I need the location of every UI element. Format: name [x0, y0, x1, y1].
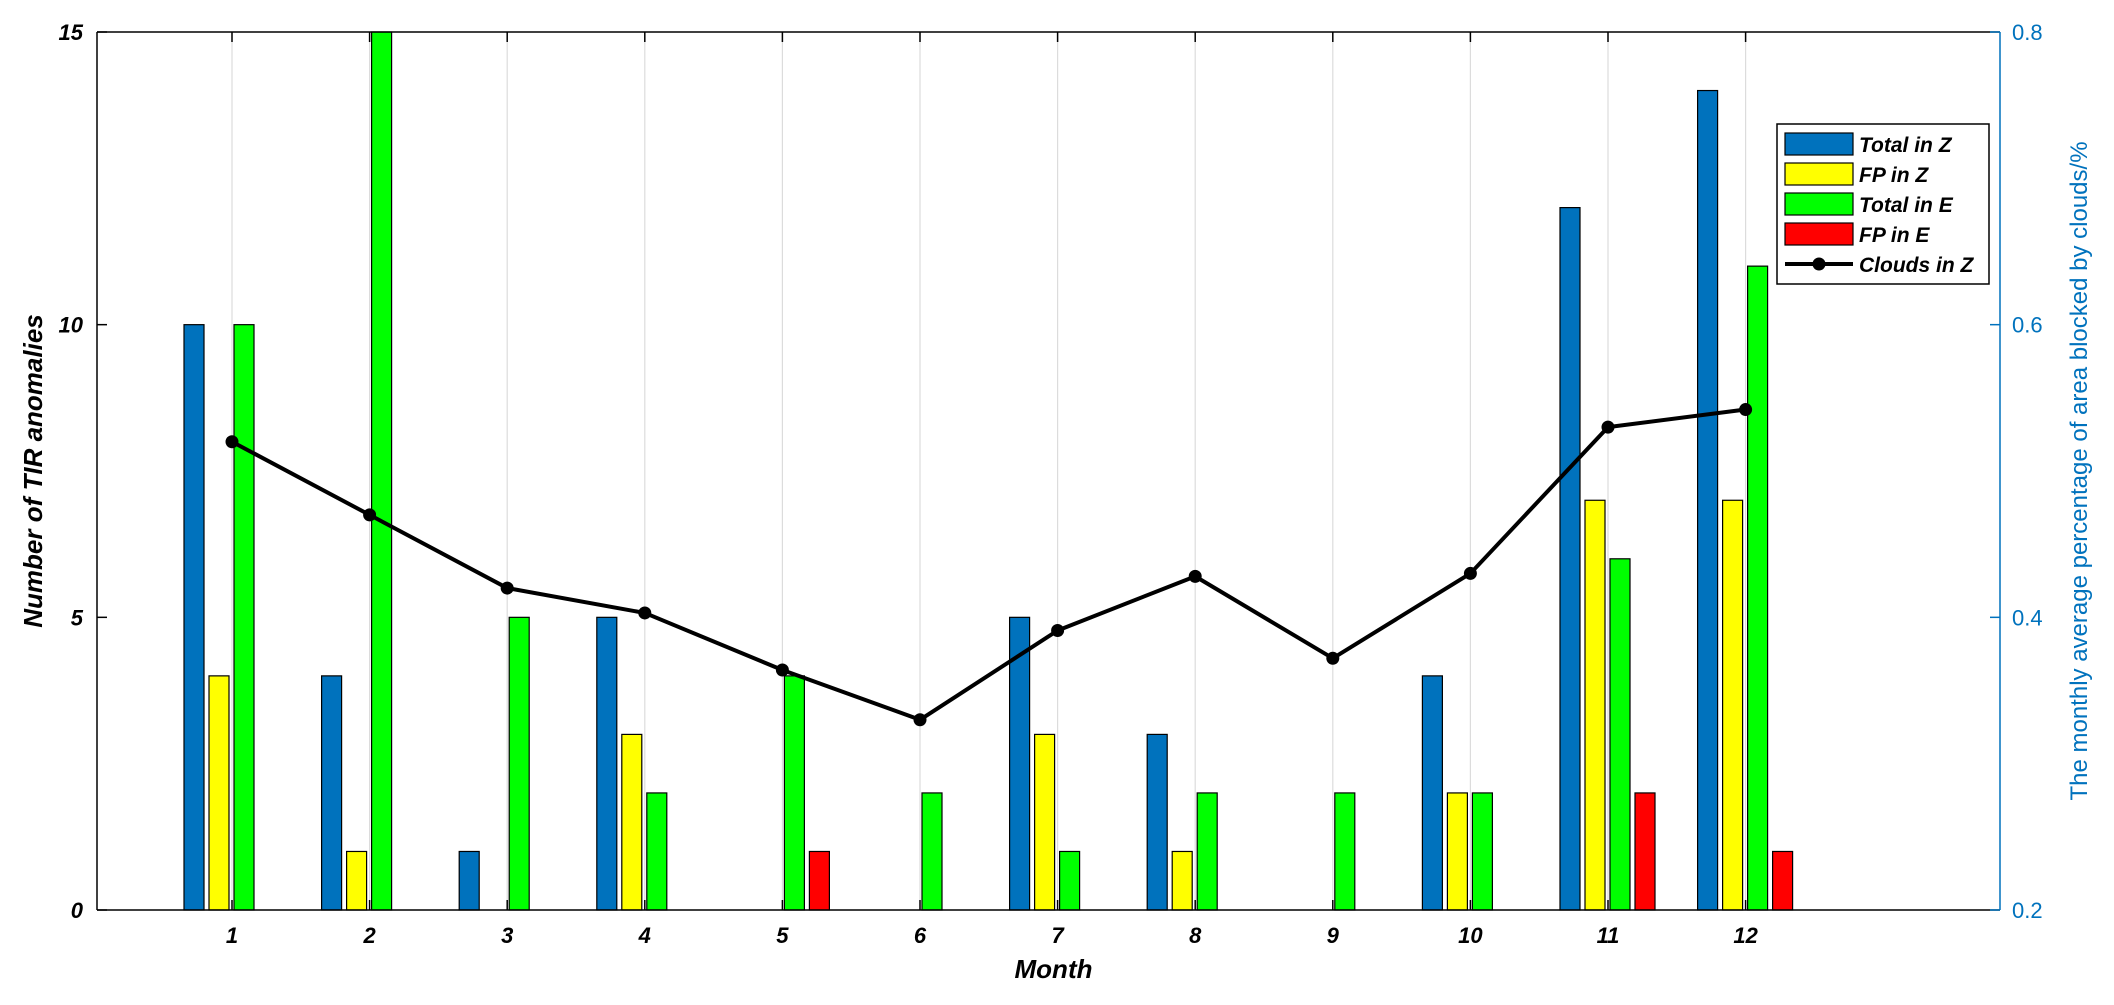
cloud-point: [913, 713, 927, 727]
x-tick-label: 10: [1458, 923, 1483, 948]
bar-fp-in-z: [1033, 733, 1056, 911]
legend-swatch: [1784, 222, 1854, 246]
bar-fp-in-z: [1721, 499, 1744, 911]
y-tick-label: 10: [59, 313, 84, 338]
cloud-point: [1463, 566, 1477, 580]
bar-fp-in-e: [808, 850, 831, 911]
legend-label: Total in Z: [1859, 134, 1953, 157]
cloud-point: [225, 435, 239, 449]
legend-swatch: [1784, 162, 1854, 186]
cloud-point: [1601, 420, 1615, 434]
y2-axis-title: The monthly average percentage of area b…: [2066, 141, 2093, 800]
bars: [183, 31, 1794, 911]
bar-total-in-e: [1471, 792, 1494, 911]
legend-label: FP in E: [1859, 224, 1930, 247]
bar-fp-in-e: [1771, 850, 1794, 911]
y2-tick-label: 0.4: [2012, 605, 2043, 630]
cloud-point: [775, 663, 789, 677]
x-tick-label: 7: [1051, 923, 1065, 948]
x-tick-label: 9: [1327, 923, 1340, 948]
y-tick-label: 0: [71, 898, 84, 923]
x-tick-label: 11: [1597, 923, 1620, 948]
legend: Total in Z FP in Z Total in E FP in E Clouds…: [1776, 123, 1990, 285]
x-axis-title: Month: [1015, 954, 1093, 984]
cloud-point: [1051, 624, 1065, 638]
bar-fp-in-z: [1446, 792, 1469, 911]
bar-total-in-e: [646, 792, 668, 911]
bar-fp-in-z: [208, 675, 230, 911]
bar-fp-in-z: [1584, 499, 1606, 911]
bar-total-in-z: [458, 850, 480, 911]
bar-total-in-e: [1334, 792, 1356, 911]
bar-fp-in-z: [621, 733, 643, 911]
bar-total-in-z: [183, 324, 205, 911]
x-tick-label: 1: [226, 923, 238, 948]
cloud-point: [1188, 569, 1202, 583]
y-tick-label: 15: [59, 20, 84, 45]
legend-swatch: [1784, 132, 1854, 156]
cloud-point: [1326, 651, 1340, 665]
y2-tick-label: 0.8: [2012, 20, 2043, 45]
bar-total-in-e: [371, 31, 393, 911]
bar-total-in-e: [1196, 792, 1218, 911]
y2-tick-label: 0.2: [2012, 898, 2043, 923]
x-tick-label: 2: [362, 923, 376, 948]
grid-lines: [231, 32, 1747, 910]
bar-fp-in-e: [1634, 792, 1656, 911]
x-tick-label: 8: [1189, 923, 1202, 948]
bar-total-in-e: [508, 616, 530, 911]
bar-total-in-e: [1609, 558, 1631, 911]
x-tick-label: 5: [776, 923, 789, 948]
legend-label: Clouds in Z: [1859, 254, 1974, 277]
bar-total-in-e: [1746, 265, 1769, 911]
x-tick-label: 6: [914, 923, 927, 948]
cloud-point: [363, 508, 377, 522]
cloud-line: [225, 403, 1753, 727]
bar-total-in-z: [596, 616, 618, 911]
x-tick-label: 12: [1733, 923, 1758, 948]
y2-tick-label: 0.6: [2012, 313, 2043, 338]
bar-total-in-e: [1058, 850, 1081, 911]
x-tick-label: 3: [501, 923, 513, 948]
bar-total-in-e: [233, 324, 255, 911]
y-axis-title: Number of TIR anomalies: [18, 314, 48, 628]
cloud-point: [500, 581, 514, 595]
legend-marker: [1812, 257, 1826, 271]
bar-total-in-z: [1696, 89, 1719, 911]
bar-fp-in-z: [1171, 850, 1193, 911]
bar-total-in-z: [321, 675, 343, 911]
bar-total-in-e: [783, 675, 806, 911]
legend-label: FP in Z: [1859, 164, 1929, 187]
cloud-point: [638, 606, 652, 620]
axes: [96, 31, 2001, 911]
bar-total-in-z: [1559, 207, 1581, 911]
bar-total-in-e: [921, 792, 943, 911]
x-tick-label: 4: [638, 923, 651, 948]
bar-fp-in-z: [346, 850, 368, 911]
bar-total-in-z: [1421, 675, 1444, 911]
cloud-point: [1739, 403, 1753, 417]
cloud-line-path: [231, 407, 1746, 722]
bar-total-in-z: [1146, 733, 1168, 911]
legend-label: Total in E: [1859, 194, 1954, 217]
y-tick-label: 5: [71, 605, 84, 630]
legend-swatch: [1784, 192, 1854, 216]
